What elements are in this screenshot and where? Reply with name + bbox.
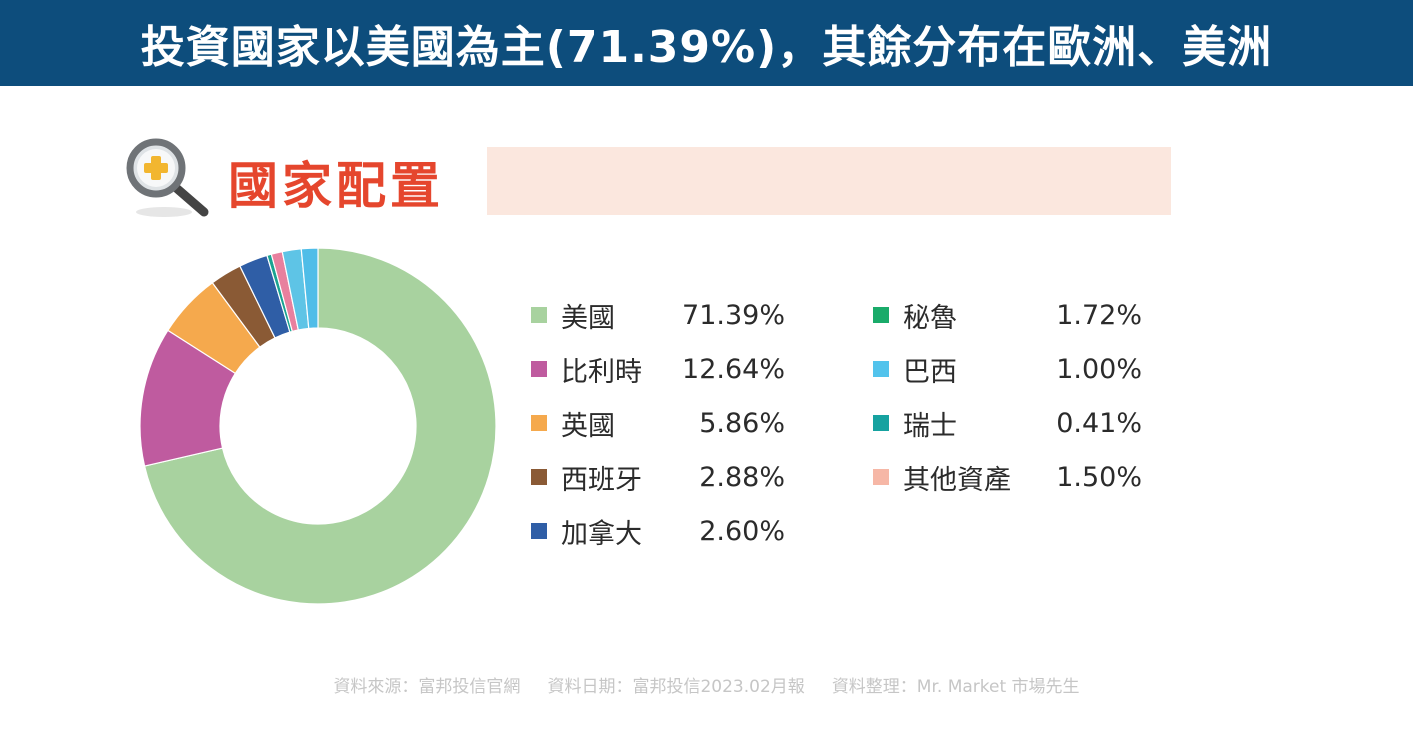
legend-item-1: 美國 [531,298,615,334]
legend-value-1: 71.39% [682,299,785,331]
legend-value-2: 12.64% [682,353,785,385]
legend-swatch [873,415,889,431]
legend-swatch [531,523,547,539]
legend-item-6: 秘魯 [873,298,957,334]
legend-swatch [873,307,889,323]
legend-label: 巴西 [903,356,957,388]
legend-swatch [531,469,547,485]
legend-label: 比利時 [561,356,642,388]
legend-swatch [531,307,547,323]
legend-label: 秘魯 [903,302,957,334]
legend-item-5: 加拿大 [531,514,642,550]
section-title: 國家配置 [228,157,444,215]
legend-label: 加拿大 [561,518,642,550]
legend-item-4: 西班牙 [531,460,642,496]
page-title: 投資國家以美國為主(71.39%)，其餘分布在歐洲、美洲 [140,22,1273,73]
magnifier-plus-icon [126,138,209,217]
legend-value-6: 1.72% [1056,299,1142,331]
legend-label: 瑞士 [903,410,957,442]
legend-label: 英國 [561,410,615,442]
header-banner: 投資國家以美國為主(71.39%)，其餘分布在歐洲、美洲 [0,0,1413,86]
legend-label: 其他資產 [903,464,1011,496]
legend-value-3: 5.86% [699,407,785,439]
legend-label: 美國 [561,302,615,334]
legend-value-5: 2.60% [699,515,785,547]
legend-item-9: 其他資產 [873,460,1011,496]
legend-item-2: 比利時 [531,352,642,388]
legend-swatch [873,361,889,377]
legend-value-8: 0.41% [1056,407,1142,439]
footer-compiler: 資料整理：Mr. Market 市場先生 [831,677,1080,697]
legend-swatch [531,415,547,431]
legend-swatch [531,361,547,377]
legend-swatch [873,469,889,485]
donut-slice-9 [300,247,319,330]
legend-item-7: 巴西 [873,352,957,388]
footer-source: 資料來源：富邦投信官網 [333,677,521,697]
legend-value-9: 1.50% [1056,461,1142,493]
footer-source-note: 資料來源：富邦投信官網 資料日期：富邦投信2023.02月報 資料整理：Mr. … [0,672,1413,697]
donut-slice-1 [143,247,497,605]
legend-item-8: 瑞士 [873,406,957,442]
legend-label: 西班牙 [561,464,642,496]
section-title-bar [487,147,1171,215]
legend-value-4: 2.88% [699,461,785,493]
legend-value-7: 1.00% [1056,353,1142,385]
footer-date: 資料日期：富邦投信2023.02月報 [547,677,805,697]
legend-item-3: 英國 [531,406,615,442]
country-allocation-donut-chart [139,247,497,605]
